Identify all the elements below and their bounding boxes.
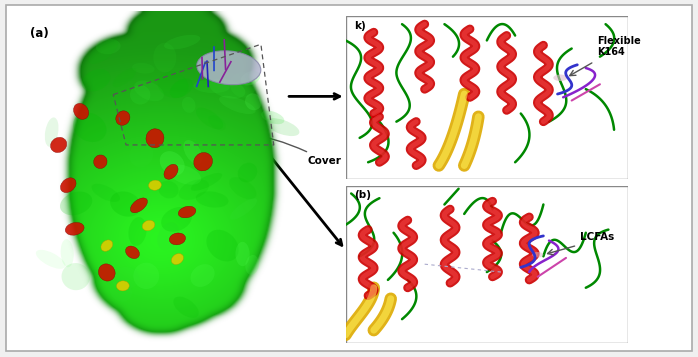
Ellipse shape <box>173 297 199 318</box>
Text: Cover: Cover <box>242 131 341 166</box>
Ellipse shape <box>178 206 196 218</box>
Ellipse shape <box>128 217 147 246</box>
Ellipse shape <box>82 69 110 91</box>
Ellipse shape <box>130 85 150 105</box>
Ellipse shape <box>131 198 147 213</box>
Ellipse shape <box>245 255 259 275</box>
Ellipse shape <box>197 51 261 85</box>
Ellipse shape <box>238 163 257 182</box>
Ellipse shape <box>73 112 107 142</box>
Ellipse shape <box>208 115 226 130</box>
Ellipse shape <box>112 68 136 87</box>
Ellipse shape <box>170 79 193 98</box>
Ellipse shape <box>132 63 155 74</box>
Ellipse shape <box>207 230 239 261</box>
Ellipse shape <box>193 80 230 93</box>
Ellipse shape <box>73 104 89 119</box>
Ellipse shape <box>219 96 255 114</box>
Ellipse shape <box>554 75 567 81</box>
Ellipse shape <box>161 207 192 232</box>
Ellipse shape <box>45 117 59 147</box>
Ellipse shape <box>154 43 177 72</box>
Ellipse shape <box>133 263 159 289</box>
Text: (b): (b) <box>354 190 371 200</box>
Ellipse shape <box>98 264 115 281</box>
Ellipse shape <box>117 281 129 291</box>
Ellipse shape <box>142 220 155 231</box>
Ellipse shape <box>235 242 250 266</box>
Ellipse shape <box>133 190 151 207</box>
Ellipse shape <box>111 267 140 290</box>
Ellipse shape <box>265 118 299 136</box>
Ellipse shape <box>230 198 257 220</box>
Ellipse shape <box>50 137 67 152</box>
Ellipse shape <box>134 81 164 101</box>
Ellipse shape <box>168 165 201 185</box>
Ellipse shape <box>61 239 74 267</box>
Ellipse shape <box>110 191 141 217</box>
Ellipse shape <box>164 164 178 179</box>
Text: LCFAs: LCFAs <box>580 232 614 242</box>
Ellipse shape <box>160 151 185 176</box>
Ellipse shape <box>230 72 256 97</box>
Ellipse shape <box>91 184 120 202</box>
Ellipse shape <box>116 111 130 125</box>
Ellipse shape <box>164 35 200 49</box>
Ellipse shape <box>209 78 246 99</box>
Ellipse shape <box>229 177 257 199</box>
Ellipse shape <box>532 252 543 257</box>
Ellipse shape <box>261 111 284 124</box>
Ellipse shape <box>184 140 202 164</box>
Ellipse shape <box>61 263 90 290</box>
Ellipse shape <box>110 280 132 302</box>
Ellipse shape <box>196 191 228 207</box>
Ellipse shape <box>36 250 66 269</box>
Ellipse shape <box>172 253 184 265</box>
Ellipse shape <box>191 173 222 191</box>
Text: Flexible
K164: Flexible K164 <box>597 36 641 57</box>
Ellipse shape <box>94 155 107 169</box>
Ellipse shape <box>149 180 161 190</box>
Ellipse shape <box>158 72 188 98</box>
Ellipse shape <box>126 246 140 258</box>
Text: k): k) <box>354 21 366 31</box>
Ellipse shape <box>66 222 84 235</box>
Ellipse shape <box>170 233 186 245</box>
Ellipse shape <box>196 107 223 129</box>
Ellipse shape <box>179 180 209 200</box>
Ellipse shape <box>194 152 212 171</box>
Ellipse shape <box>191 264 214 287</box>
Ellipse shape <box>89 39 118 64</box>
Ellipse shape <box>245 93 262 110</box>
Text: (a): (a) <box>30 27 48 40</box>
Ellipse shape <box>157 222 179 250</box>
Ellipse shape <box>129 143 154 167</box>
Ellipse shape <box>96 39 121 54</box>
Ellipse shape <box>182 97 195 113</box>
Ellipse shape <box>146 129 164 148</box>
Ellipse shape <box>158 181 179 198</box>
Ellipse shape <box>61 178 76 193</box>
Ellipse shape <box>60 192 92 215</box>
Ellipse shape <box>101 240 112 251</box>
Ellipse shape <box>241 71 260 85</box>
